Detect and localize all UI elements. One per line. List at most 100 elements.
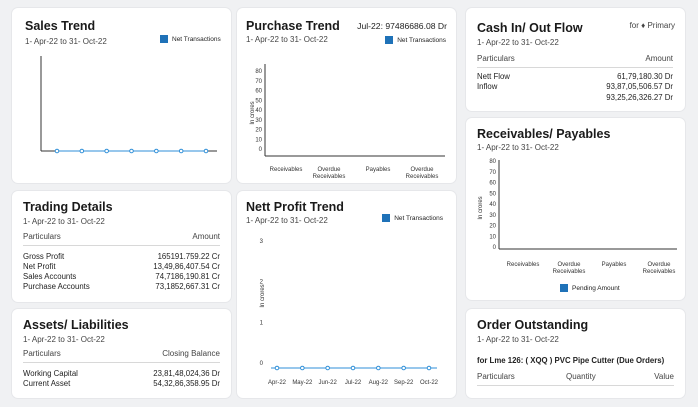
y-tick-label: 70 <box>255 79 262 85</box>
cash-flow-period: 1- Apr-22 to 31- Oct-22 <box>477 38 559 47</box>
profit-trend-legend: Net Transactions <box>382 214 443 222</box>
header-divider <box>23 245 220 246</box>
orders-period: 1- Apr-22 to 31- Oct-22 <box>477 335 559 344</box>
col-particulars: Particulars <box>477 372 515 381</box>
col-closing-balance: Closing Balance <box>162 349 220 358</box>
receivables-period: 1- Apr-22 to 31- Oct-22 <box>477 143 559 152</box>
assets-title: Assets/ Liabilities <box>23 318 129 332</box>
data-point[interactable] <box>154 148 159 154</box>
y-tick-label: 2 <box>260 280 264 286</box>
x-tick-label: Receivables <box>507 262 540 268</box>
y-tick-label: 20 <box>255 128 262 134</box>
y-tick-label: 80 <box>255 69 262 75</box>
data-point[interactable] <box>350 365 356 371</box>
data-point[interactable] <box>401 365 406 371</box>
sales-trend-title: Sales Trend <box>25 19 96 33</box>
profit-trend-card[interactable]: Nett Profit Trend 1- Apr-22 to 31- Oct-2… <box>237 191 456 398</box>
x-tick-label: Jul-22 <box>345 380 362 386</box>
legend-label: Net Transactions <box>172 35 221 43</box>
assets-period: 1- Apr-22 to 31- Oct-22 <box>23 335 105 344</box>
row-label: Nett Flow <box>477 72 510 81</box>
receivables-card[interactable]: Receivables/ Payables 1- Apr-22 to 31- O… <box>466 118 685 300</box>
row-value: 74,7186,190.81 Cr <box>155 272 220 281</box>
legend-swatch <box>382 214 391 222</box>
row-value: 73,1852,667.31 Cr <box>155 282 220 291</box>
row-label: Working Capital <box>23 369 78 378</box>
x-tick-label: Jun-22 <box>318 380 337 386</box>
sales-trend-legend: Net Transactions <box>160 35 221 43</box>
y-tick-label: 1 <box>260 320 264 326</box>
receivables-title: Receivables/ Payables <box>477 127 611 141</box>
y-tick-label: 40 <box>489 202 496 208</box>
data-point[interactable] <box>178 148 184 154</box>
purchase-trend-legend: Net Transactions <box>385 36 446 44</box>
sales-trend-card[interactable]: Sales Trend 1- Apr-22 to 31- Oct-22 Net … <box>12 8 231 183</box>
x-tick-label: Receivables <box>270 167 303 173</box>
data-point[interactable] <box>203 148 209 154</box>
y-tick-label: 50 <box>255 98 262 104</box>
purchase-trend-title: Purchase Trend <box>246 19 340 33</box>
data-point[interactable] <box>426 365 432 371</box>
x-tick-label: Receivables <box>553 269 586 275</box>
profit-trend-chart: In crores 3 2 1 0 Apr-22 May-22 Jun-22 Jul-22 A… <box>260 239 439 386</box>
trading-details-card[interactable]: Trading Details 1- Apr-22 to 31- Oct-22 … <box>12 191 231 302</box>
orders-title: Order Outstanding <box>477 318 589 332</box>
row-label: Purchase Accounts <box>23 282 90 291</box>
assets-liabilities-card[interactable]: Assets/ Liabilities 1- Apr-22 to 31- Oct… <box>12 309 231 398</box>
y-tick-label: 80 <box>489 159 496 165</box>
x-tick-label: Payables <box>366 167 391 173</box>
data-point[interactable] <box>79 148 85 154</box>
cash-flow-title: Cash In/ Out Flow <box>477 21 583 35</box>
purchase-trend-period: 1- Apr-22 to 31- Oct-22 <box>246 35 328 44</box>
y-tick-label: 60 <box>255 89 262 95</box>
cash-flow-card[interactable]: Cash In/ Out Flow for ♦ Primary 1- Apr-2… <box>466 8 685 111</box>
orders-item-heading: for Lme 126: ( XQQ ) PVC Pipe Cutter (Du… <box>477 356 665 365</box>
y-tick-label: 30 <box>255 118 262 124</box>
x-tick-label: May-22 <box>292 380 313 386</box>
cash-flow-filter[interactable]: for ♦ Primary <box>629 21 675 30</box>
trading-details-period: 1- Apr-22 to 31- Oct-22 <box>23 217 105 226</box>
col-value: Value <box>654 372 674 381</box>
data-point[interactable] <box>54 148 60 154</box>
receivables-legend: Pending Amount <box>560 284 620 292</box>
x-tick-label: Apr-22 <box>268 380 287 386</box>
row-label: Current Asset <box>23 379 71 388</box>
data-point[interactable] <box>274 365 280 371</box>
y-axis-label: In crores <box>478 196 484 219</box>
x-tick-label: Overdue <box>557 262 581 268</box>
data-point[interactable] <box>129 148 134 154</box>
legend-swatch <box>385 36 394 44</box>
row-value: 93,25,26,326.27 Dr <box>606 93 673 102</box>
order-outstanding-card[interactable]: Order Outstanding 1- Apr-22 to 31- Oct-2… <box>466 309 685 398</box>
legend-label: Net Transactions <box>397 36 446 44</box>
y-tick-label: 10 <box>255 137 262 143</box>
row-value: 23,81,48,024,36 Dr <box>153 369 220 378</box>
y-tick-label: 3 <box>260 239 264 245</box>
row-label: Gross Profit <box>23 252 65 261</box>
purchase-trend-headline: Jul-22: 97486686.08 Dr <box>357 21 447 31</box>
x-tick-label: Overdue <box>317 167 341 173</box>
trading-details-title: Trading Details <box>23 200 113 214</box>
col-amount: Amount <box>645 54 673 63</box>
row-value: 61,79,180.30 Dr <box>617 72 673 81</box>
purchase-trend-card[interactable]: Purchase Trend Jul-22: 97486686.08 Dr 1-… <box>237 8 456 183</box>
x-tick-label: Receivables <box>313 174 346 180</box>
profit-trend-period: 1- Apr-22 to 31- Oct-22 <box>246 216 328 225</box>
x-tick-label: Overdue <box>647 262 671 268</box>
y-tick-label: 60 <box>489 181 496 187</box>
data-point[interactable] <box>325 365 330 371</box>
x-tick-label: Oct-22 <box>420 380 439 386</box>
x-tick-label: Aug-22 <box>369 380 389 386</box>
x-tick-label: Receivables <box>406 174 439 180</box>
y-tick-label: 50 <box>489 191 496 197</box>
data-point[interactable] <box>104 148 109 154</box>
row-label: Net Profit <box>23 262 56 271</box>
header-divider <box>477 67 673 68</box>
legend-swatch <box>160 35 168 43</box>
x-tick-label: Payables <box>602 262 627 268</box>
row-value: 54,32,86,358.95 Dr <box>153 379 220 388</box>
row-value: 165191.759.22 Cr <box>157 252 220 261</box>
row-value: 93,87,05,506.57 Dr <box>606 82 673 91</box>
data-point[interactable] <box>300 365 305 371</box>
data-point[interactable] <box>376 365 381 371</box>
